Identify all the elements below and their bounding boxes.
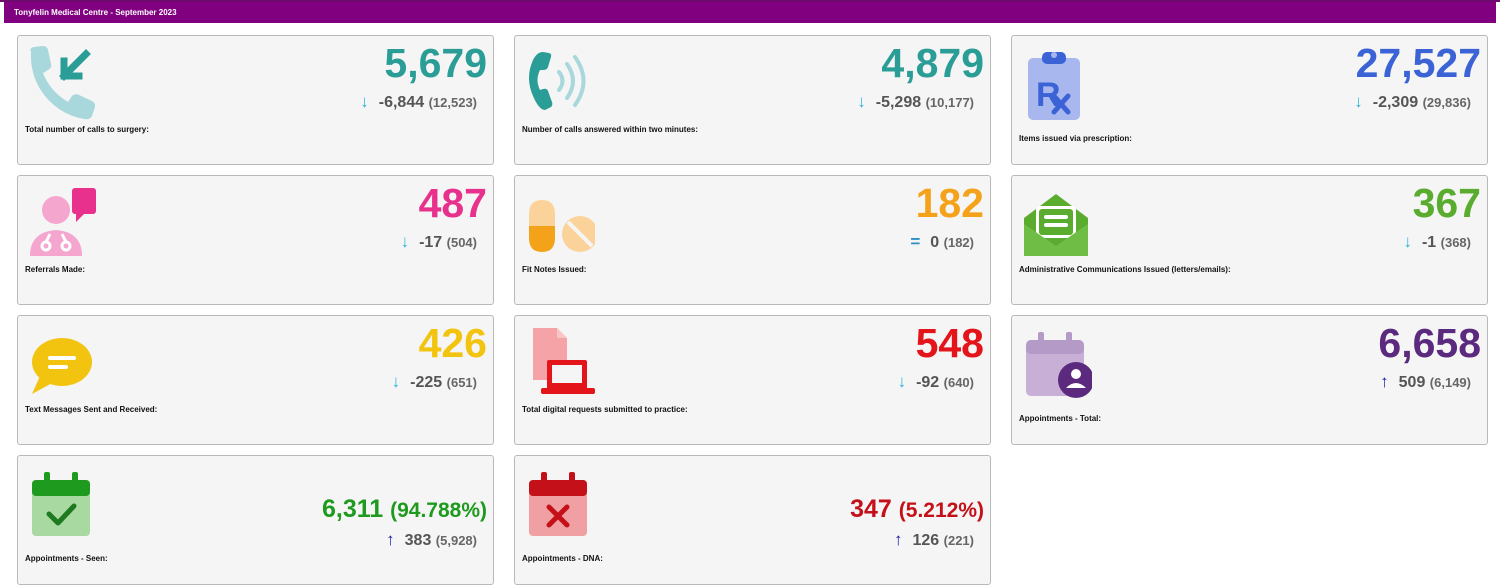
value-number: 6,311 [321,495,384,523]
metric-label: Referrals Made: [25,265,86,274]
change-value: 126 [912,532,940,549]
metric-label: Number of calls answered within two minu… [522,125,699,134]
previous-value: (6,149) [1429,375,1471,390]
up-arrow-icon: ↑ [1380,372,1389,391]
metric-label: Items issued via prescription: [1019,134,1132,143]
previous-value: (5,928) [435,533,477,548]
metric-change: ↓ -6,844 (12,523) [360,92,477,112]
card-referrals: 487 ↓ -17 (504) Referrals Made: [17,175,494,305]
change-value: -5,298 [875,94,922,111]
previous-value: (640) [943,375,974,390]
calendar-person-icon [1020,324,1092,400]
value-percent: (5.212%) [898,499,984,522]
down-arrow-icon: ↓ [391,372,401,391]
top-accent-line [0,0,1500,2]
change-value: 509 [1398,374,1426,391]
speech-bubble-icon [26,324,98,400]
metric-value: 347 (5.212%) [850,494,984,526]
phone-ringing-icon [523,44,595,120]
dashboard-title: Tonyfelin Medical Centre - September 202… [14,8,177,17]
down-arrow-icon: ↓ [897,372,907,391]
metric-change: ↓ -92 (640) [898,372,974,392]
change-value: -17 [419,234,443,251]
calendar-check-icon [26,464,98,540]
pills-icon [523,184,595,260]
metric-label: Fit Notes Issued: [522,265,587,274]
metric-change: ↑ 509 (6,149) [1380,372,1471,392]
value-percent: (94.788%) [390,499,487,522]
metric-value: 487 [418,180,487,226]
metric-change: ↓ -1 (368) [1403,232,1471,252]
open-envelope-icon [1020,184,1092,260]
change-value: -225 [410,374,443,391]
change-value: 383 [404,532,432,549]
previous-value: (368) [1440,235,1471,250]
card-calls-answered: 4,879 ↓ -5,298 (10,177) Number of calls a… [514,35,991,165]
change-value: 0 [930,234,940,251]
up-arrow-icon: ↑ [893,530,903,549]
metric-change: ↓ -225 (651) [392,372,477,392]
dashboard-title-bar: Tonyfelin Medical Centre - September 202… [4,2,1496,23]
metric-value: 27,527 [1355,40,1481,86]
metric-value: 367 [1412,180,1481,226]
previous-value: (651) [446,375,477,390]
metric-label: Appointments - Seen: [25,554,108,563]
laptop-document-icon [523,324,595,400]
card-fit-notes: 182 = 0 (182) Fit Notes Issued: [514,175,991,305]
metric-value: 6,658 [1378,320,1481,366]
previous-value: (29,836) [1422,95,1471,110]
metric-label: Text Messages Sent and Received: [25,405,158,414]
down-arrow-icon: ↓ [360,92,369,111]
metric-label: Administrative Communications Issued (le… [1019,265,1231,274]
metric-value: 4,879 [881,40,984,86]
metric-change: = 0 (182) [910,232,974,252]
up-arrow-icon: ↑ [386,530,395,549]
card-prescription-items: R 27,527 ↓ -2,309 (29,836) Items issued v… [1011,35,1488,165]
metric-label: Appointments - Total: [1019,414,1102,423]
metric-value: 5,679 [384,40,487,86]
metric-label: Total number of calls to surgery: [25,125,149,134]
metric-label: Appointments - DNA: [522,554,603,563]
metric-label: Total digital requests submitted to prac… [522,405,688,414]
previous-value: (12,523) [428,95,477,110]
card-digital-requests: 548 ↓ -92 (640) Total digital requests su… [514,315,991,445]
change-value: -1 [1421,234,1437,251]
down-arrow-icon: ↓ [857,92,866,111]
down-arrow-icon: ↓ [400,232,410,251]
down-arrow-icon: ↓ [1354,92,1363,111]
previous-value: (504) [446,235,477,250]
change-value: -2,309 [1372,94,1419,111]
incoming-call-icon [26,44,98,120]
metric-value: 182 [915,180,984,226]
value-number: 347 [850,495,892,523]
card-calls-to-surgery: 5,679 ↓ -6,844 (12,523) Total number of c… [17,35,494,165]
metric-change: ↓ -2,309 (29,836) [1354,92,1471,112]
previous-value: (221) [943,533,974,548]
card-appointments-dna: 347 (5.212%) ↑ 126 (221) Appointments - D… [514,455,991,585]
metric-value: 6,311 (94.788%) [322,494,487,526]
card-admin-communications: 367 ↓ -1 (368) Administrative Communicati… [1011,175,1488,305]
previous-value: (182) [943,235,974,250]
prescription-icon: R [1020,44,1092,120]
previous-value: (10,177) [925,95,974,110]
change-value: -92 [916,374,940,391]
card-appointments-seen: 6,311 (94.788%) ↑ 383 (5,928) Appointment… [17,455,494,585]
change-value: -6,844 [378,94,425,111]
doctor-chat-icon [26,184,98,260]
calendar-cross-icon [523,464,595,540]
metric-change: ↑ 126 (221) [894,530,974,550]
card-text-messages: 426 ↓ -225 (651) Text Messages Sent and R… [17,315,494,445]
metric-value: 426 [418,320,487,366]
metric-change: ↑ 383 (5,928) [386,530,477,550]
metric-change: ↓ -17 (504) [401,232,477,252]
card-appointments-total: 6,658 ↑ 509 (6,149) Appointments - Total: [1011,315,1488,445]
metric-value: 548 [915,320,984,366]
metric-change: ↓ -5,298 (10,177) [857,92,974,112]
down-arrow-icon: ↓ [1403,232,1412,251]
equals-icon: = [910,232,921,251]
